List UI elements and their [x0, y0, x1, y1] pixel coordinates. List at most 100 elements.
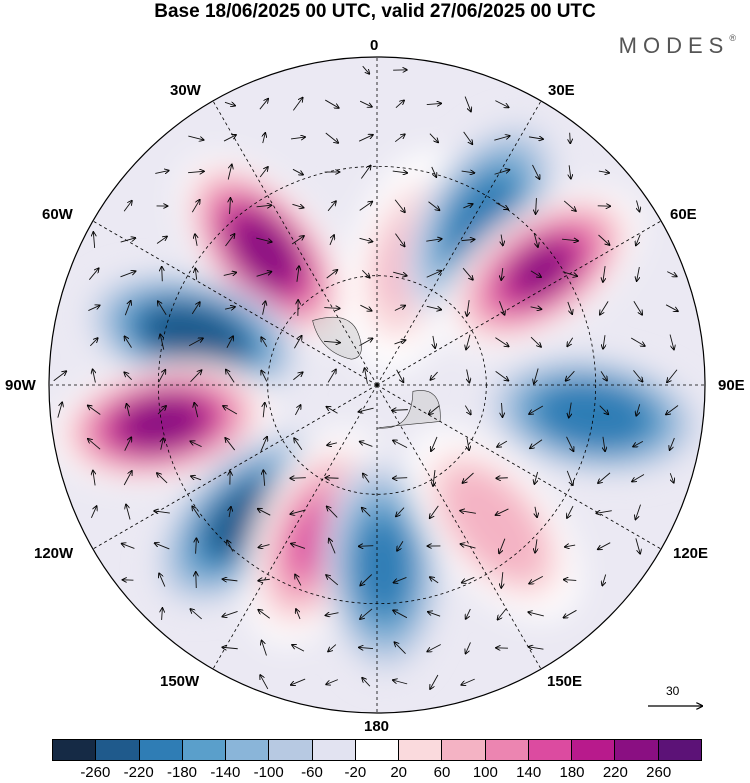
wind-vector: [598, 542, 611, 550]
wind-vector: [292, 98, 302, 111]
wind-vector: [258, 509, 271, 516]
colorbar-ticks: -260 -220 -180 -140 -100 -60 -20 20 60 100 140 180 2…: [52, 764, 702, 782]
wind-vector: [88, 406, 101, 415]
lon-label-120w: 120W: [34, 545, 74, 562]
wind-vector: [569, 165, 571, 178]
wind-vector: [325, 132, 338, 143]
wind-vector: [124, 372, 133, 380]
wind-vector: [93, 471, 95, 486]
wind-vector: [329, 539, 336, 554]
wind-vector: [567, 505, 574, 518]
wind-vector: [263, 470, 264, 486]
wind-vector: [261, 337, 268, 347]
brand-registered-mark: ®: [729, 33, 736, 43]
wind-vector: [534, 471, 537, 484]
wind-vector: [395, 100, 404, 108]
wind-vector: [569, 402, 571, 418]
colorbar-swatch: [614, 740, 658, 760]
colorbar-swatch: [657, 740, 701, 760]
wind-vector: [530, 439, 543, 449]
wind-vector: [326, 613, 339, 616]
wind-vector: [666, 405, 679, 415]
wind-vector: [360, 304, 371, 311]
wind-vector: [157, 406, 166, 415]
wind-vector: [223, 273, 236, 276]
wind-vector: [394, 199, 405, 213]
wind-vector: [161, 438, 164, 450]
wind-vector: [260, 437, 267, 452]
map-title: Base 18/06/2025 00 UTC, valid 27/06/2025…: [154, 1, 596, 22]
landmass-outlines: [312, 316, 441, 429]
wind-vector: [563, 200, 576, 211]
wind-vector: [123, 471, 132, 486]
wind-vector: [261, 371, 268, 382]
wind-vector: [359, 202, 373, 211]
lon-label-90e: 90E: [718, 377, 745, 394]
wind-vector: [633, 301, 642, 314]
wind-vector: [259, 167, 268, 178]
wind-vector: [637, 266, 640, 281]
wind-vector: [362, 678, 371, 687]
colorbar-swatch: [571, 740, 615, 760]
wind-vector: [495, 337, 508, 347]
wind-vector: [188, 135, 203, 140]
wind-vector: [123, 201, 132, 212]
wind-vector: [396, 507, 405, 517]
wind-vector: [194, 403, 199, 418]
wind-vector: [498, 608, 507, 619]
wind-vector: [155, 543, 170, 550]
wind-vector: [394, 306, 405, 311]
wind-vector: [501, 234, 503, 246]
wind-vector: [566, 436, 574, 451]
wind-vector: [157, 473, 168, 484]
wind-vector: [229, 507, 231, 518]
wind-vector: [429, 405, 440, 414]
wind-vector: [158, 370, 166, 383]
wind-vector: [259, 99, 268, 110]
wind-vector: [225, 234, 234, 247]
wind-vector: [362, 508, 371, 517]
wind-vector: [603, 266, 605, 282]
wind-vector: [464, 96, 471, 112]
wind-vector: [392, 410, 408, 411]
wind-vector: [292, 168, 303, 174]
colorbar-swatch: [441, 740, 485, 760]
meridian-line: [212, 384, 378, 670]
wind-vector: [598, 171, 609, 173]
wind-vector: [188, 171, 204, 172]
wind-vector: [426, 271, 442, 278]
reference-vector-label: 30: [666, 684, 680, 698]
wind-vector: [495, 100, 508, 108]
wind-vector: [225, 438, 236, 451]
wind-vector: [296, 609, 301, 620]
wind-vector: [326, 270, 338, 279]
wind-vector: [596, 511, 612, 514]
wind-vector: [461, 678, 475, 685]
wind-vector: [159, 573, 166, 587]
wind-vector: [196, 538, 197, 554]
lon-label-30w: 30W: [170, 82, 201, 99]
wind-vector: [290, 509, 306, 514]
wind-vector: [603, 335, 605, 349]
colorbar-swatch: [398, 740, 442, 760]
wind-vector: [564, 609, 577, 617]
meridian-line: [376, 100, 542, 386]
wind-vector: [162, 608, 163, 620]
lon-label-150w: 150W: [160, 673, 200, 690]
wind-vector: [602, 574, 605, 586]
wind-vector: [394, 642, 406, 655]
wind-vector: [567, 337, 574, 347]
wind-vector: [461, 544, 476, 549]
colorbar-tick-label: 260: [646, 764, 672, 781]
wind-vector: [636, 234, 641, 246]
wind-vector: [496, 478, 508, 479]
wind-vector: [291, 678, 306, 685]
wind-vector: [227, 165, 232, 180]
wind-vector: [359, 238, 373, 241]
wind-vector: [528, 137, 543, 139]
wind-vector: [499, 301, 504, 315]
wind-vector: [428, 612, 441, 617]
wind-vector: [358, 407, 374, 412]
wind-vector: [362, 269, 369, 277]
wind-vector: [327, 201, 336, 212]
